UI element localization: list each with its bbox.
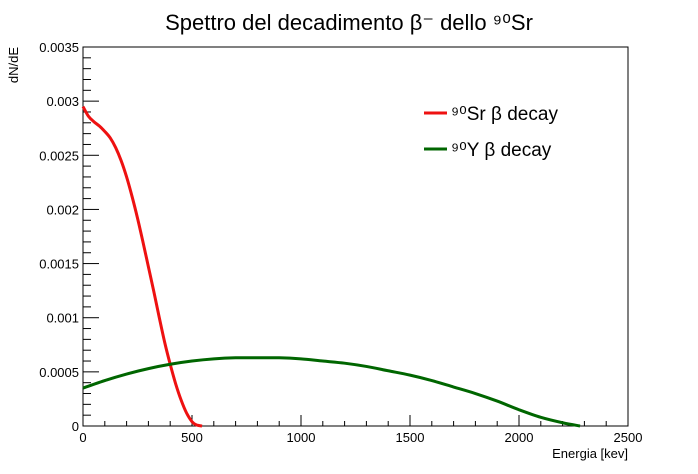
y-tick-label: 0.0035 bbox=[39, 40, 79, 55]
x-tick-label: 2000 bbox=[505, 430, 534, 445]
y-tick-label: 0 bbox=[72, 419, 79, 434]
legend-label-0: ⁹⁰Sr β decay bbox=[451, 104, 558, 125]
y-tick-label: 0.003 bbox=[46, 94, 79, 109]
plot-frame-rect bbox=[82, 46, 629, 427]
series-line-1 bbox=[82, 356, 581, 428]
x-axis-ticks: 0 500 1000 1500 2000 2500 bbox=[79, 415, 642, 445]
x-axis-label: Energia [kev] bbox=[552, 446, 628, 461]
y-axis-label: dN/dE bbox=[6, 47, 21, 83]
x-tick-label: 500 bbox=[181, 430, 203, 445]
legend: ⁹⁰Sr β decay ⁹⁰Y β decay bbox=[424, 104, 558, 161]
series-layer bbox=[81, 105, 581, 428]
y-tick-label: 0.0005 bbox=[39, 365, 79, 380]
y-tick-label: 0.0025 bbox=[39, 148, 79, 163]
plot-frame bbox=[82, 46, 629, 427]
legend-label-1: ⁹⁰Y β decay bbox=[451, 140, 552, 161]
x-tick-label: 2500 bbox=[614, 430, 643, 445]
y-axis-ticks: 0 0.0005 0.001 0.0015 0.002 0.0025 0.003 0.0035 bbox=[39, 40, 99, 434]
series-line-0 bbox=[81, 105, 203, 428]
y-tick-label: 0.001 bbox=[46, 311, 79, 326]
x-tick-label: 1500 bbox=[396, 430, 425, 445]
y-tick-label: 0.0015 bbox=[39, 257, 79, 272]
chart-title: Spettro del decadimento β⁻ dello ⁹⁰Sr bbox=[165, 10, 533, 35]
y-tick-label: 0.002 bbox=[46, 202, 79, 217]
x-tick-label: 1000 bbox=[287, 430, 316, 445]
x-tick-label: 0 bbox=[79, 430, 86, 445]
